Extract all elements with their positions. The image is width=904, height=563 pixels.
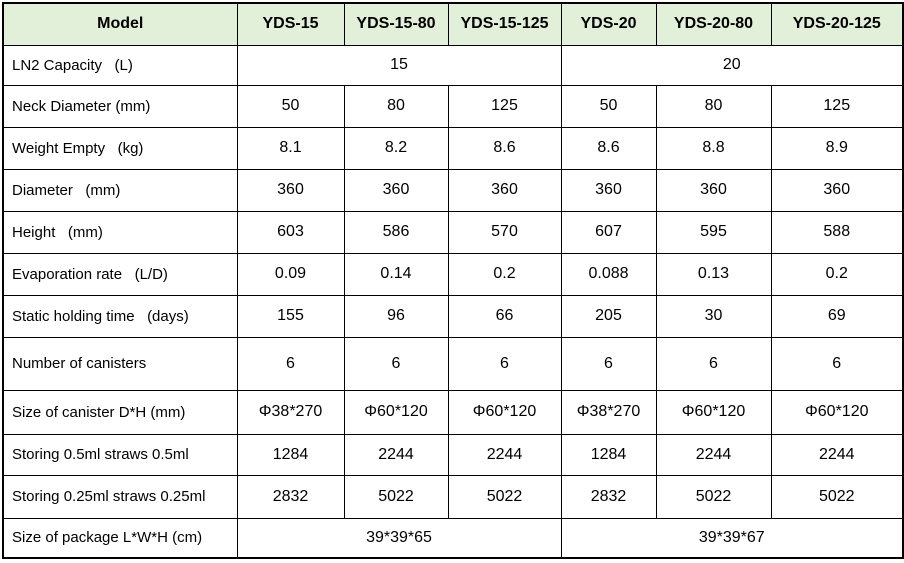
value-cell: 6: [655, 336, 772, 391]
header-cell-yds-15-80: YDS-15-80: [343, 2, 449, 46]
value-cell: Φ60*120: [770, 389, 904, 435]
value-cell: 2832: [236, 474, 345, 519]
row-label: Size of package L*W*H (cm): [2, 517, 238, 559]
merged-value-cell: 39*39*65: [236, 517, 562, 559]
table-row: Height (mm) 603 586 570 607 595 588: [2, 210, 904, 254]
table-row: Storing 0.25ml straws 0.25ml 2832 5022 5022…: [2, 474, 904, 519]
value-cell: 360: [770, 168, 904, 212]
value-cell: Φ60*120: [447, 389, 562, 435]
value-cell: 607: [560, 210, 657, 254]
value-cell: 8.8: [655, 126, 772, 170]
value-cell: Φ60*120: [343, 389, 449, 435]
merged-value-cell: 39*39*67: [560, 517, 904, 559]
value-cell: 50: [560, 84, 657, 128]
value-cell: 0.088: [560, 252, 657, 296]
row-label: Static holding time (days): [2, 294, 238, 338]
table-row: Static holding time (days) 155 96 66 205 30 69: [2, 294, 904, 338]
value-cell: 205: [560, 294, 657, 338]
value-cell: 1284: [560, 433, 657, 476]
value-cell: 50: [236, 84, 345, 128]
table-header-row: Model YDS-15 YDS-15-80 YDS-15-125 YDS-20 YDS-…: [2, 2, 904, 46]
value-cell: 5022: [655, 474, 772, 519]
value-cell: 80: [655, 84, 772, 128]
value-cell: 8.1: [236, 126, 345, 170]
value-cell: 69: [770, 294, 904, 338]
header-cell-yds-20-125: YDS-20-125: [770, 2, 904, 46]
value-cell: 6: [447, 336, 562, 391]
value-cell: Φ38*270: [236, 389, 345, 435]
row-label: Diameter (mm): [2, 168, 238, 212]
value-cell: 360: [655, 168, 772, 212]
row-label: Storing 0.25ml straws 0.25ml: [2, 474, 238, 519]
row-label: Storing 0.5ml straws 0.5ml: [2, 433, 238, 476]
value-cell: 570: [447, 210, 562, 254]
value-cell: 360: [447, 168, 562, 212]
header-cell-yds-15: YDS-15: [236, 2, 345, 46]
row-label: Height (mm): [2, 210, 238, 254]
value-cell: 6: [236, 336, 345, 391]
value-cell: 0.14: [343, 252, 449, 296]
value-cell: 6: [770, 336, 904, 391]
header-cell-model: Model: [2, 2, 238, 46]
value-cell: Φ60*120: [655, 389, 772, 435]
table-row: Weight Empty (kg) 8.1 8.2 8.6 8.6 8.8 8.9: [2, 126, 904, 170]
merged-value-cell: 20: [560, 44, 904, 86]
value-cell: 2832: [560, 474, 657, 519]
table-row: Storing 0.5ml straws 0.5ml 1284 2244 2244 12…: [2, 433, 904, 476]
value-cell: 80: [343, 84, 449, 128]
value-cell: 360: [560, 168, 657, 212]
row-label: Weight Empty (kg): [2, 126, 238, 170]
table-row: Diameter (mm) 360 360 360 360 360 360: [2, 168, 904, 212]
table-row: Number of canisters 6 6 6 6 6 6: [2, 336, 904, 391]
value-cell: 1284: [236, 433, 345, 476]
value-cell: 603: [236, 210, 345, 254]
value-cell: 96: [343, 294, 449, 338]
merged-value-cell: 15: [236, 44, 562, 86]
value-cell: Φ38*270: [560, 389, 657, 435]
table-row: Evaporation rate (L/D) 0.09 0.14 0.2 0.088 0.…: [2, 252, 904, 296]
value-cell: 8.6: [560, 126, 657, 170]
header-cell-yds-20: YDS-20: [560, 2, 657, 46]
value-cell: 125: [770, 84, 904, 128]
value-cell: 586: [343, 210, 449, 254]
table-row: LN2 Capacity (L) 15 20: [2, 44, 904, 86]
table-row: Neck Diameter (mm) 50 80 125 50 80 125: [2, 84, 904, 128]
header-cell-yds-20-80: YDS-20-80: [655, 2, 772, 46]
header-cell-yds-15-125: YDS-15-125: [447, 2, 562, 46]
value-cell: 5022: [770, 474, 904, 519]
value-cell: 360: [343, 168, 449, 212]
row-label: LN2 Capacity (L): [2, 44, 238, 86]
value-cell: 2244: [447, 433, 562, 476]
value-cell: 30: [655, 294, 772, 338]
value-cell: 0.2: [770, 252, 904, 296]
table-row: Size of package L*W*H (cm) 39*39*65 39*39*…: [2, 517, 904, 559]
row-label: Size of canister D*H (mm): [2, 389, 238, 435]
value-cell: 5022: [343, 474, 449, 519]
value-cell: 360: [236, 168, 345, 212]
value-cell: 8.2: [343, 126, 449, 170]
row-label: Neck Diameter (mm): [2, 84, 238, 128]
value-cell: 66: [447, 294, 562, 338]
row-label: Number of canisters: [2, 336, 238, 391]
value-cell: 2244: [655, 433, 772, 476]
value-cell: 5022: [447, 474, 562, 519]
value-cell: 125: [447, 84, 562, 128]
value-cell: 6: [560, 336, 657, 391]
row-label: Evaporation rate (L/D): [2, 252, 238, 296]
value-cell: 595: [655, 210, 772, 254]
value-cell: 588: [770, 210, 904, 254]
value-cell: 0.09: [236, 252, 345, 296]
value-cell: 0.2: [447, 252, 562, 296]
value-cell: 8.9: [770, 126, 904, 170]
value-cell: 8.6: [447, 126, 562, 170]
value-cell: 155: [236, 294, 345, 338]
value-cell: 2244: [343, 433, 449, 476]
value-cell: 0.13: [655, 252, 772, 296]
table-body: LN2 Capacity (L) 15 20 Neck Diameter (mm) 50…: [2, 44, 904, 559]
table-row: Size of canister D*H (mm) Φ38*270 Φ60*120 Φ…: [2, 389, 904, 435]
value-cell: 2244: [770, 433, 904, 476]
value-cell: 6: [343, 336, 449, 391]
